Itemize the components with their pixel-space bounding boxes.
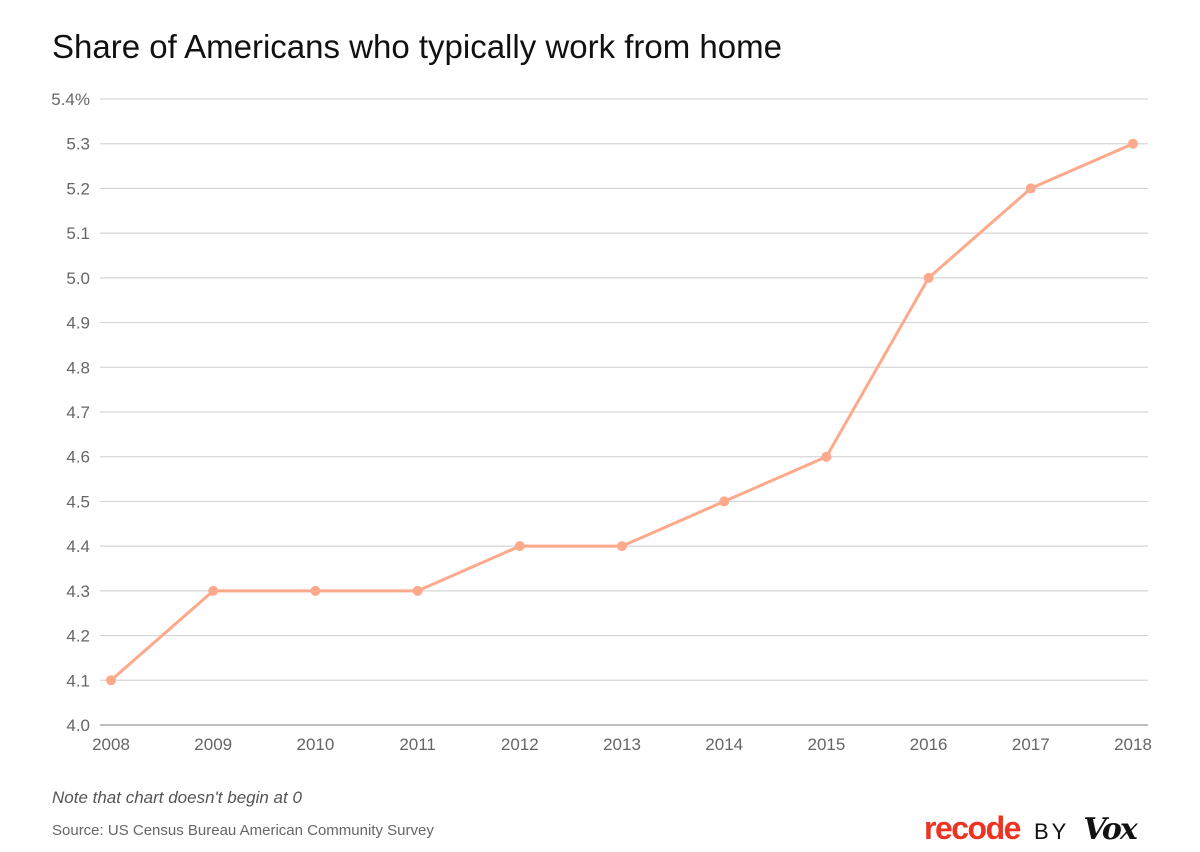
chart-note: Note that chart doesn't begin at 0	[52, 788, 302, 807]
data-point	[617, 541, 627, 552]
y-tick-label: 5.3	[66, 135, 90, 154]
x-tick-label: 2012	[501, 735, 539, 754]
recode-by-vox-logo: recode BY Vox	[924, 810, 1138, 847]
y-tick-label: 4.9	[66, 314, 90, 333]
y-tick-label: 4.0	[66, 716, 90, 735]
data-point	[1128, 138, 1138, 149]
x-tick-label: 2013	[603, 735, 641, 754]
y-tick-label: 4.1	[66, 671, 90, 690]
data-point	[412, 585, 423, 596]
x-tick-label: 2011	[399, 735, 436, 754]
y-tick-label: 4.3	[66, 582, 90, 601]
y-tick-label: 4.5	[66, 492, 90, 511]
y-tick-label: 4.4	[66, 537, 90, 556]
y-tick-label: 5.1	[66, 224, 90, 243]
x-tick-label: 2015	[807, 735, 845, 754]
chart-title: Share of Americans who typically work fr…	[52, 28, 782, 65]
x-tick-label: 2009	[194, 735, 232, 754]
y-tick-label: 4.2	[66, 627, 90, 646]
data-point	[719, 496, 730, 507]
x-tick-label: 2018	[1114, 735, 1152, 754]
x-tick-label: 2017	[1012, 735, 1050, 754]
data-point	[208, 585, 219, 596]
data-point	[106, 675, 116, 686]
y-tick-label: 5.2	[66, 179, 90, 198]
chart-source: Source: US Census Bureau American Commun…	[52, 822, 434, 839]
data-point	[821, 451, 832, 462]
data-point	[923, 272, 934, 283]
logo-by: BY	[1033, 819, 1070, 844]
x-tick-label: 2008	[92, 735, 130, 754]
data-point	[514, 541, 525, 552]
x-tick-label: 2014	[705, 735, 743, 754]
y-tick-label: 5.4%	[51, 90, 90, 109]
recode-logo: recode	[924, 810, 1021, 846]
vox-logo: Vox	[1083, 812, 1137, 847]
data-point	[1025, 183, 1036, 194]
y-tick-label: 4.6	[66, 448, 90, 467]
x-tick-label: 2010	[296, 735, 334, 754]
y-tick-label: 4.7	[66, 403, 90, 422]
data-point	[310, 585, 321, 596]
y-tick-label: 4.8	[66, 358, 90, 377]
y-tick-label: 5.0	[66, 269, 90, 288]
x-tick-label: 2016	[910, 735, 948, 754]
